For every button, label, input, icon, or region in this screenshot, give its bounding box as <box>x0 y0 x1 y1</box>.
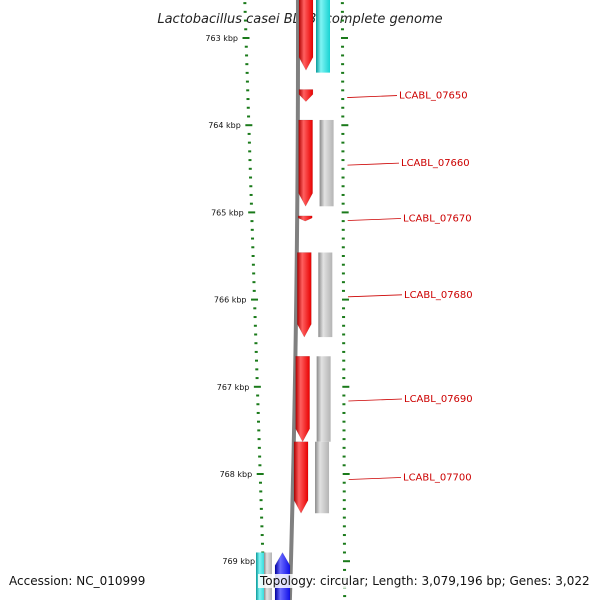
tick-label: 766 kbp <box>214 296 247 305</box>
gene-labels: LCABL_07650 LCABL_07660 LCABL_07670 LCABL_0… <box>347 91 473 483</box>
pseudogene-block[interactable] <box>319 119 334 207</box>
tick-label: 768 kbp <box>220 470 253 479</box>
tick-label: 764 kbp <box>208 121 241 130</box>
gene-arrow[interactable] <box>297 252 312 338</box>
label-leader <box>348 398 403 402</box>
tick-label: 769 kbp <box>222 557 255 566</box>
gene-features[interactable] <box>256 0 334 600</box>
topology-text: Topology: circular; Length: 3,079,196 bp… <box>258 574 592 588</box>
tick-label: 763 kbp <box>205 34 238 43</box>
feature-cyan[interactable] <box>315 0 330 73</box>
label-leader <box>347 95 398 98</box>
gene-arrow[interactable] <box>297 215 313 222</box>
tick-label: 767 kbp <box>217 383 250 392</box>
accession-text: Accession: NC_010999 <box>9 574 146 588</box>
gene-label[interactable]: LCABL_07680 <box>404 290 473 301</box>
genome-backbone <box>287 0 300 600</box>
label-leader <box>348 477 402 480</box>
gene-arrow[interactable] <box>298 119 313 207</box>
label-leader <box>347 218 402 221</box>
label-leader <box>347 162 400 166</box>
backbone-arc <box>287 0 300 600</box>
gene-arrow[interactable] <box>293 441 309 514</box>
gene-label[interactable]: LCABL_07660 <box>401 158 470 169</box>
gene-label[interactable]: LCABL_07650 <box>399 91 468 102</box>
gene-arrow[interactable] <box>298 0 314 71</box>
gene-arrow[interactable] <box>298 89 314 103</box>
pseudogene-block[interactable] <box>318 252 333 338</box>
pseudogene-block[interactable] <box>315 441 330 514</box>
gene-arrow[interactable] <box>295 356 310 443</box>
gene-label[interactable]: LCABL_07690 <box>404 394 473 405</box>
gene-label[interactable]: LCABL_07670 <box>403 214 472 225</box>
gene-label[interactable]: LCABL_07700 <box>403 472 472 483</box>
pseudogene-block[interactable] <box>316 356 331 442</box>
label-leader <box>347 294 403 298</box>
tick-label: 765 kbp <box>211 208 244 217</box>
